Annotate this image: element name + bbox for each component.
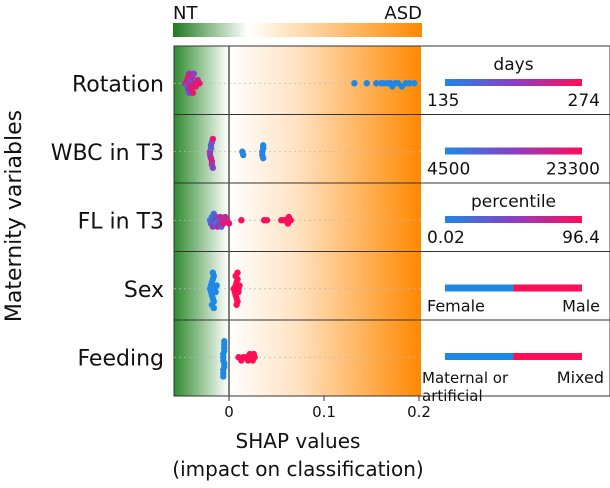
data-point bbox=[238, 217, 245, 224]
gradient-left-label: NT bbox=[173, 3, 198, 24]
data-point bbox=[210, 304, 217, 312]
direction-gradient-bar bbox=[173, 23, 422, 37]
x-tick-label: 0.2 bbox=[407, 403, 431, 421]
data-point bbox=[287, 217, 294, 224]
legend-min-label: 0.02 bbox=[427, 228, 465, 248]
legend-high-swatch bbox=[513, 284, 582, 292]
row-dividers bbox=[174, 114, 610, 321]
data-point bbox=[260, 142, 267, 149]
data-point bbox=[235, 288, 242, 296]
data-point bbox=[260, 154, 267, 162]
data-point bbox=[189, 89, 197, 97]
data-point bbox=[373, 80, 380, 87]
x-axis-label: SHAP values bbox=[236, 429, 361, 453]
legend-max-label: 23300 bbox=[546, 160, 600, 180]
data-point bbox=[233, 301, 240, 308]
legend-min-label: Maternal or bbox=[422, 369, 509, 387]
data-point bbox=[406, 80, 413, 87]
data-point bbox=[251, 354, 258, 361]
points-layer bbox=[182, 70, 418, 380]
legend-title: days bbox=[493, 55, 533, 75]
row-label: Rotation bbox=[72, 72, 164, 97]
data-point bbox=[240, 151, 247, 159]
legend-colorbar bbox=[445, 147, 582, 155]
data-point bbox=[212, 288, 219, 296]
legend-max-label: 96.4 bbox=[562, 228, 600, 248]
legend-max-label: Male bbox=[562, 297, 600, 316]
row-label: FL in T3 bbox=[78, 209, 164, 234]
data-point bbox=[351, 80, 358, 87]
data-point bbox=[236, 282, 243, 289]
legend-max-label: Mixed bbox=[557, 368, 604, 387]
legend-colorbar bbox=[445, 216, 582, 223]
legend-low-swatch bbox=[445, 284, 514, 292]
y-axis-label: Maternity variables bbox=[2, 110, 27, 322]
data-point bbox=[234, 269, 241, 276]
legend-min-label: 135 bbox=[427, 91, 459, 111]
data-point bbox=[209, 135, 217, 143]
data-point bbox=[225, 220, 233, 227]
data-point bbox=[363, 80, 370, 87]
data-point bbox=[411, 80, 418, 87]
legend-min-label: 4500 bbox=[427, 160, 470, 180]
data-point bbox=[209, 164, 217, 171]
data-point bbox=[196, 80, 203, 87]
data-point bbox=[220, 373, 227, 380]
row-label: WBC in T3 bbox=[51, 141, 164, 166]
x-tick-label: 0.1 bbox=[312, 403, 336, 421]
legend-low-swatch bbox=[445, 353, 514, 360]
legend-high-swatch bbox=[513, 353, 582, 360]
data-point bbox=[209, 269, 217, 276]
data-point bbox=[263, 217, 271, 224]
data-point bbox=[213, 282, 220, 289]
x-axis-label-line2: (impact on classification) bbox=[172, 457, 423, 481]
x-axis: 0 0.1 0.2 bbox=[224, 396, 431, 421]
legend-colorbar bbox=[445, 79, 582, 86]
x-tick-label: 0 bbox=[224, 403, 234, 421]
legend-min-label-2: artificial bbox=[422, 387, 483, 405]
legend-title: percentile bbox=[471, 192, 556, 212]
data-point bbox=[190, 70, 198, 77]
plot-frame bbox=[173, 45, 610, 397]
legends: days 135 274 4500 23300 percentile 0.02 96.4 Fem… bbox=[422, 55, 604, 405]
legend-max-label: 274 bbox=[568, 91, 600, 111]
gradient-right-label: ASD bbox=[384, 3, 422, 24]
row-label: Sex bbox=[124, 278, 164, 303]
row-label: Feeding bbox=[77, 346, 164, 371]
row-labels: Rotation WBC in T3 FL in T3 Sex Feeding bbox=[51, 72, 164, 371]
data-point bbox=[221, 338, 228, 345]
legend-min-label: Female bbox=[427, 297, 485, 316]
